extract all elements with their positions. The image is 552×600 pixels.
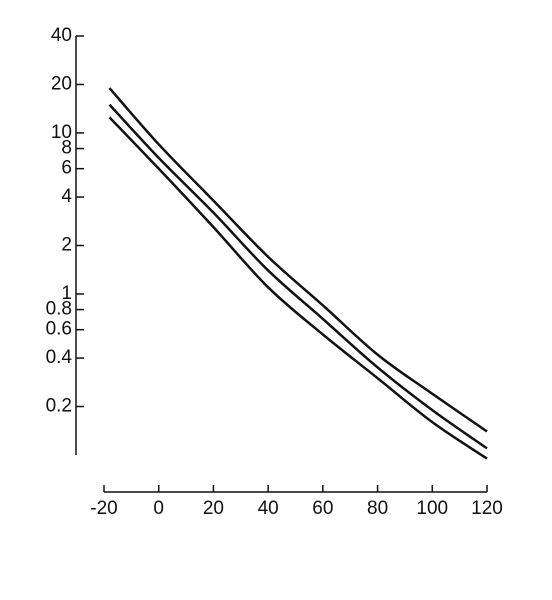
y-tick-label: 0.6 <box>46 319 72 340</box>
y-tick-label: 1 <box>61 283 72 304</box>
x-tick-label: 60 <box>312 498 333 519</box>
x-tick-label: 120 <box>471 498 503 519</box>
curve <box>108 87 488 433</box>
y-tick-label: 40 <box>51 25 72 46</box>
y-tick-label: 2 <box>61 235 72 256</box>
y-tick-label: 20 <box>51 73 72 94</box>
y-tick-label: 6 <box>61 158 72 179</box>
y-tick-label: 4 <box>61 186 72 207</box>
curve <box>108 116 488 460</box>
x-tick-label: 0 <box>153 498 164 519</box>
y-tick-label: 10 <box>51 122 72 143</box>
x-tick-label: 80 <box>367 498 388 519</box>
y-tick-label: 0.4 <box>46 347 73 368</box>
x-tick-label: -20 <box>90 498 117 519</box>
x-tick-label: 20 <box>203 498 224 519</box>
x-tick-label: 40 <box>258 498 279 519</box>
y-tick-label: 0.2 <box>46 396 72 417</box>
curve <box>108 103 488 450</box>
y-tick-label: 8 <box>61 138 72 159</box>
x-tick-label: 100 <box>416 498 448 519</box>
y-tick-label: 0.8 <box>46 299 72 320</box>
